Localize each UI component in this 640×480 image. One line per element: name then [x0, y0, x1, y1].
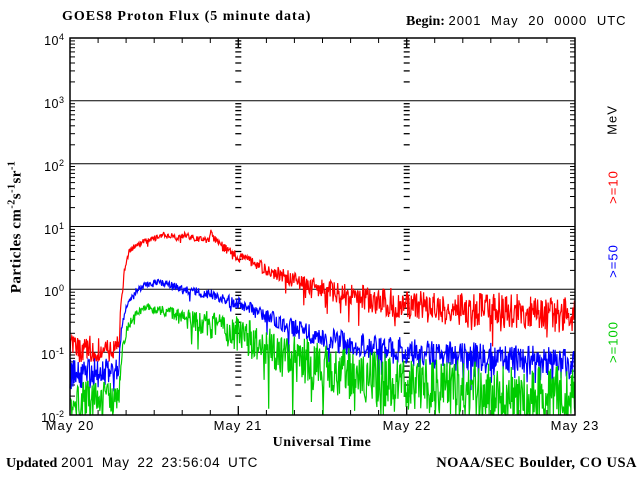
y-axis-tick-label: 101 [44, 221, 64, 238]
updated-label: Updated [6, 456, 58, 471]
x-axis-title: Universal Time [272, 435, 372, 450]
credit-text: NOAA/SEC Boulder, CO USA [436, 455, 637, 471]
y-axis-tick-label: 103 [44, 95, 64, 112]
series-label-ge50: >=50 [605, 244, 621, 278]
series-label-ge100: >=100 [605, 321, 621, 363]
y-axis-tick-label: 102 [44, 158, 64, 175]
updated-value: 2001 May 22 23:56:04 UTC [61, 455, 259, 470]
series-label-ge10: >=10 [605, 170, 621, 204]
y-axis-tick-label: 10-2 [41, 409, 64, 426]
begin-timestamp: Begin: 2001 May 20 0000 UTC [406, 13, 627, 30]
y-axis-tick-label: 104 [44, 32, 64, 49]
x-axis-tick-label: May 21 [213, 418, 263, 433]
y-axis-title: Particles cm-2s-1sr-1 [6, 160, 25, 294]
updated-timestamp: Updated 2001 May 22 23:56:04 UTC [6, 455, 258, 472]
chart-title: GOES8 Proton Flux (5 minute data) [62, 9, 312, 24]
x-axis-tick-label: May 20 [45, 418, 95, 433]
x-axis-tick-label: May 22 [382, 418, 432, 433]
unit-label-mev: MeV [604, 105, 620, 135]
begin-value: 2001 May 20 0000 UTC [448, 13, 627, 28]
begin-label: Begin: [406, 14, 445, 29]
x-axis-tick-label: May 23 [550, 418, 600, 433]
y-axis-tick-label: 100 [44, 283, 64, 300]
y-axis-tick-label: 10-1 [41, 346, 64, 363]
